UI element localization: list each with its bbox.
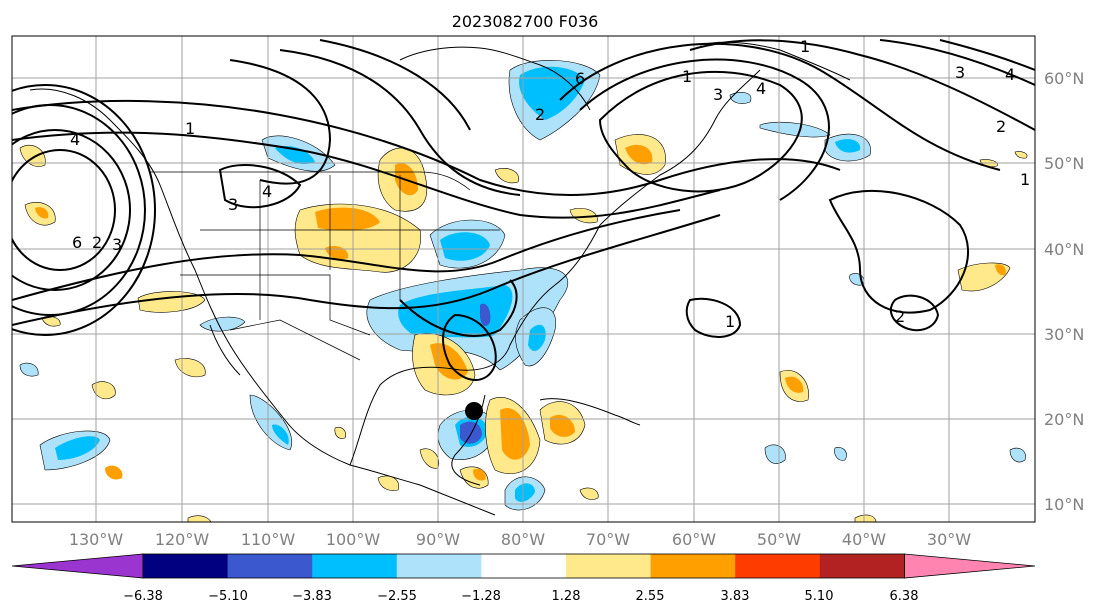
colorbar-extend-high bbox=[904, 553, 1036, 579]
anomaly-shading-dark-blue bbox=[460, 303, 491, 444]
lat-label: 50°N bbox=[1044, 154, 1084, 173]
colorbar-segment bbox=[312, 554, 398, 578]
contour-label: 1 bbox=[725, 312, 735, 331]
colorbar-tick-label: −1.28 bbox=[461, 589, 501, 604]
colorbar-tick-label: −6.38 bbox=[123, 589, 163, 604]
contour-label: 4 bbox=[70, 130, 80, 149]
colorbar: −6.38 −5.10 −3.83 −2.55 −1.28 1.28 2.55 … bbox=[11, 553, 1036, 604]
contour-label: 1 bbox=[682, 67, 692, 86]
map-title: 2023082700 F036 bbox=[452, 12, 599, 31]
colorbar-border bbox=[142, 553, 905, 579]
contour-label: 4 bbox=[262, 182, 272, 201]
colorbar-tick-label: −2.55 bbox=[377, 589, 417, 604]
contour-label: 4 bbox=[1005, 65, 1015, 84]
contour-label: 2 bbox=[895, 307, 905, 326]
contour-label: 2 bbox=[92, 233, 102, 252]
contour-label: 3 bbox=[112, 235, 122, 254]
colorbar-tick-labels: −6.38 −5.10 −3.83 −2.55 −1.28 1.28 2.55 … bbox=[123, 589, 918, 604]
colorbar-segment bbox=[481, 554, 567, 578]
lat-label: 10°N bbox=[1044, 495, 1084, 514]
colorbar-tick-label: 6.38 bbox=[890, 589, 919, 604]
contour-label: 1 bbox=[1020, 170, 1030, 189]
lat-label: 40°N bbox=[1044, 240, 1084, 259]
colorbar-segment bbox=[227, 554, 313, 578]
lon-label: 90°W bbox=[416, 530, 460, 549]
longitude-labels: 130°W 120°W 110°W 100°W 90°W 80°W 70°W 6… bbox=[69, 530, 971, 549]
colorbar-tick-label: −3.83 bbox=[292, 589, 332, 604]
lon-label: 100°W bbox=[326, 530, 381, 549]
map-frame bbox=[11, 35, 1036, 523]
lon-label: 50°W bbox=[757, 530, 801, 549]
lat-label: 20°N bbox=[1044, 410, 1084, 429]
lon-label: 130°W bbox=[69, 530, 124, 549]
lon-label: 110°W bbox=[241, 530, 296, 549]
graticule bbox=[12, 36, 1035, 522]
lat-label: 30°N bbox=[1044, 325, 1084, 344]
contour-label: 3 bbox=[713, 85, 723, 104]
contour-label: 2 bbox=[535, 105, 545, 124]
contours bbox=[12, 39, 1035, 381]
colorbar-segment bbox=[143, 554, 229, 578]
lon-label: 70°W bbox=[586, 530, 630, 549]
contour-label: 2 bbox=[996, 117, 1006, 136]
map-area: 1 2 3 4 6 1 2 3 4 6 1 2 3 4 1 2 1 4 3 bbox=[12, 36, 1035, 522]
colorbar-tick-label: 3.83 bbox=[721, 589, 750, 604]
colorbar-tick-label: 5.10 bbox=[805, 589, 834, 604]
latitude-labels: 60°N 50°N 40°N 30°N 20°N 10°N bbox=[1044, 69, 1084, 514]
contour-label: 1 bbox=[800, 37, 810, 56]
colorbar-tick-label: 1.28 bbox=[552, 589, 581, 604]
colorbar-segment bbox=[735, 554, 821, 578]
contour-label: 4 bbox=[756, 79, 766, 98]
colorbar-segment bbox=[819, 554, 905, 578]
colorbar-tick-label: 2.55 bbox=[636, 589, 665, 604]
colorbar-extend-low bbox=[11, 553, 144, 579]
lon-label: 80°W bbox=[501, 530, 545, 549]
lon-label: 30°W bbox=[927, 530, 971, 549]
lon-label: 60°W bbox=[672, 530, 716, 549]
colorbar-tick-label: −5.10 bbox=[208, 589, 248, 604]
contour-label: 1 bbox=[185, 119, 195, 138]
contour-label: 3 bbox=[228, 195, 238, 214]
colorbar-segment bbox=[566, 554, 652, 578]
political-borders bbox=[150, 171, 500, 361]
storm-center-marker bbox=[465, 402, 483, 420]
lon-label: 120°W bbox=[155, 530, 210, 549]
lon-label: 40°W bbox=[842, 530, 886, 549]
colorbar-segments bbox=[11, 553, 1036, 579]
contour-labels: 1 2 3 4 6 1 2 3 4 6 1 2 3 4 1 2 1 4 3 bbox=[70, 37, 1030, 331]
colorbar-segment bbox=[396, 554, 482, 578]
contour-label: 3 bbox=[955, 63, 965, 82]
contour-label: 6 bbox=[72, 233, 82, 252]
contour-label: 6 bbox=[575, 69, 585, 88]
lat-label: 60°N bbox=[1044, 69, 1084, 88]
colorbar-segment bbox=[650, 554, 736, 578]
